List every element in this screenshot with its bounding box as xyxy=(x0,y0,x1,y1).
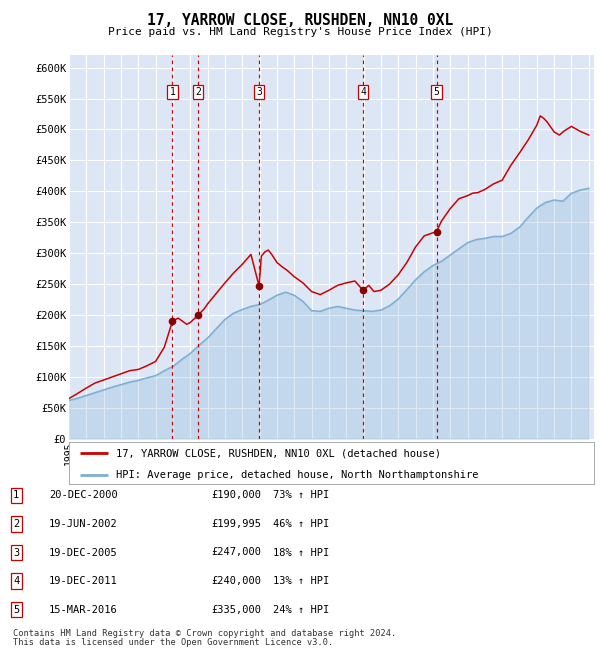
Text: 17, YARROW CLOSE, RUSHDEN, NN10 0XL (detached house): 17, YARROW CLOSE, RUSHDEN, NN10 0XL (det… xyxy=(116,448,441,458)
Text: 4: 4 xyxy=(360,86,366,97)
Text: 19-DEC-2011: 19-DEC-2011 xyxy=(49,576,118,586)
Text: 20-DEC-2000: 20-DEC-2000 xyxy=(49,490,118,501)
Text: Price paid vs. HM Land Registry's House Price Index (HPI): Price paid vs. HM Land Registry's House … xyxy=(107,27,493,37)
Text: 24% ↑ HPI: 24% ↑ HPI xyxy=(273,604,329,615)
Text: £240,000: £240,000 xyxy=(211,576,261,586)
Text: 3: 3 xyxy=(13,547,19,558)
Text: 19-JUN-2002: 19-JUN-2002 xyxy=(49,519,118,529)
Text: £190,000: £190,000 xyxy=(211,490,261,501)
Text: 1: 1 xyxy=(13,490,19,501)
Text: £335,000: £335,000 xyxy=(211,604,261,615)
Text: Contains HM Land Registry data © Crown copyright and database right 2024.: Contains HM Land Registry data © Crown c… xyxy=(13,629,397,638)
Text: £247,000: £247,000 xyxy=(211,547,261,558)
Text: 19-DEC-2005: 19-DEC-2005 xyxy=(49,547,118,558)
Text: 18% ↑ HPI: 18% ↑ HPI xyxy=(273,547,329,558)
Text: 13% ↑ HPI: 13% ↑ HPI xyxy=(273,576,329,586)
Text: 4: 4 xyxy=(13,576,19,586)
Text: 46% ↑ HPI: 46% ↑ HPI xyxy=(273,519,329,529)
Text: 2: 2 xyxy=(196,86,201,97)
Text: 1: 1 xyxy=(170,86,175,97)
Text: 3: 3 xyxy=(256,86,262,97)
Text: 73% ↑ HPI: 73% ↑ HPI xyxy=(273,490,329,501)
Text: 5: 5 xyxy=(13,604,19,615)
Text: £199,995: £199,995 xyxy=(211,519,261,529)
Text: 5: 5 xyxy=(434,86,439,97)
Text: 15-MAR-2016: 15-MAR-2016 xyxy=(49,604,118,615)
Text: This data is licensed under the Open Government Licence v3.0.: This data is licensed under the Open Gov… xyxy=(13,638,334,647)
Text: HPI: Average price, detached house, North Northamptonshire: HPI: Average price, detached house, Nort… xyxy=(116,470,479,480)
Text: 17, YARROW CLOSE, RUSHDEN, NN10 0XL: 17, YARROW CLOSE, RUSHDEN, NN10 0XL xyxy=(147,13,453,28)
Text: 2: 2 xyxy=(13,519,19,529)
